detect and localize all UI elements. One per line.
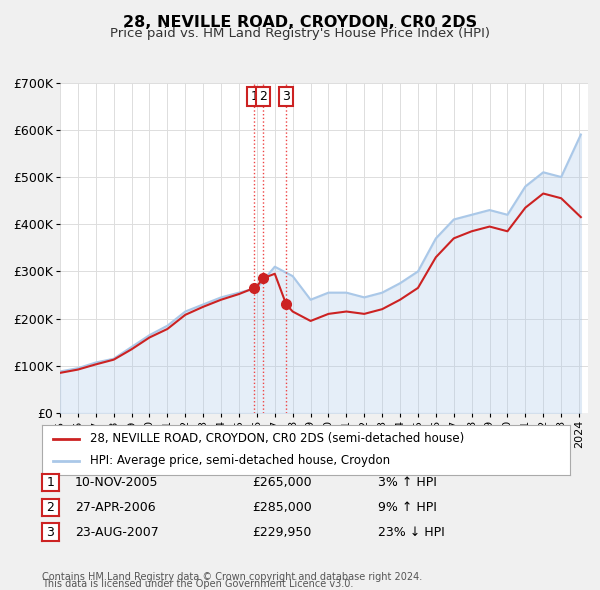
Text: 27-APR-2006: 27-APR-2006 [75,501,155,514]
Text: 2: 2 [46,501,55,514]
Text: HPI: Average price, semi-detached house, Croydon: HPI: Average price, semi-detached house,… [89,454,389,467]
Text: 28, NEVILLE ROAD, CROYDON, CR0 2DS (semi-detached house): 28, NEVILLE ROAD, CROYDON, CR0 2DS (semi… [89,432,464,445]
Text: 10-NOV-2005: 10-NOV-2005 [75,476,158,489]
Text: 3: 3 [282,90,290,103]
Text: Price paid vs. HM Land Registry's House Price Index (HPI): Price paid vs. HM Land Registry's House … [110,27,490,40]
Text: Contains HM Land Registry data © Crown copyright and database right 2024.: Contains HM Land Registry data © Crown c… [42,572,422,582]
Text: 23% ↓ HPI: 23% ↓ HPI [378,526,445,539]
Text: 2: 2 [259,90,266,103]
Text: 3: 3 [46,526,55,539]
Text: This data is licensed under the Open Government Licence v3.0.: This data is licensed under the Open Gov… [42,579,353,589]
Text: 28, NEVILLE ROAD, CROYDON, CR0 2DS: 28, NEVILLE ROAD, CROYDON, CR0 2DS [123,15,477,30]
Text: 23-AUG-2007: 23-AUG-2007 [75,526,159,539]
Text: £229,950: £229,950 [252,526,311,539]
Text: 3% ↑ HPI: 3% ↑ HPI [378,476,437,489]
Text: 1: 1 [46,476,55,489]
Text: £285,000: £285,000 [252,501,312,514]
Text: 1: 1 [250,90,259,103]
Text: £265,000: £265,000 [252,476,311,489]
Text: 9% ↑ HPI: 9% ↑ HPI [378,501,437,514]
